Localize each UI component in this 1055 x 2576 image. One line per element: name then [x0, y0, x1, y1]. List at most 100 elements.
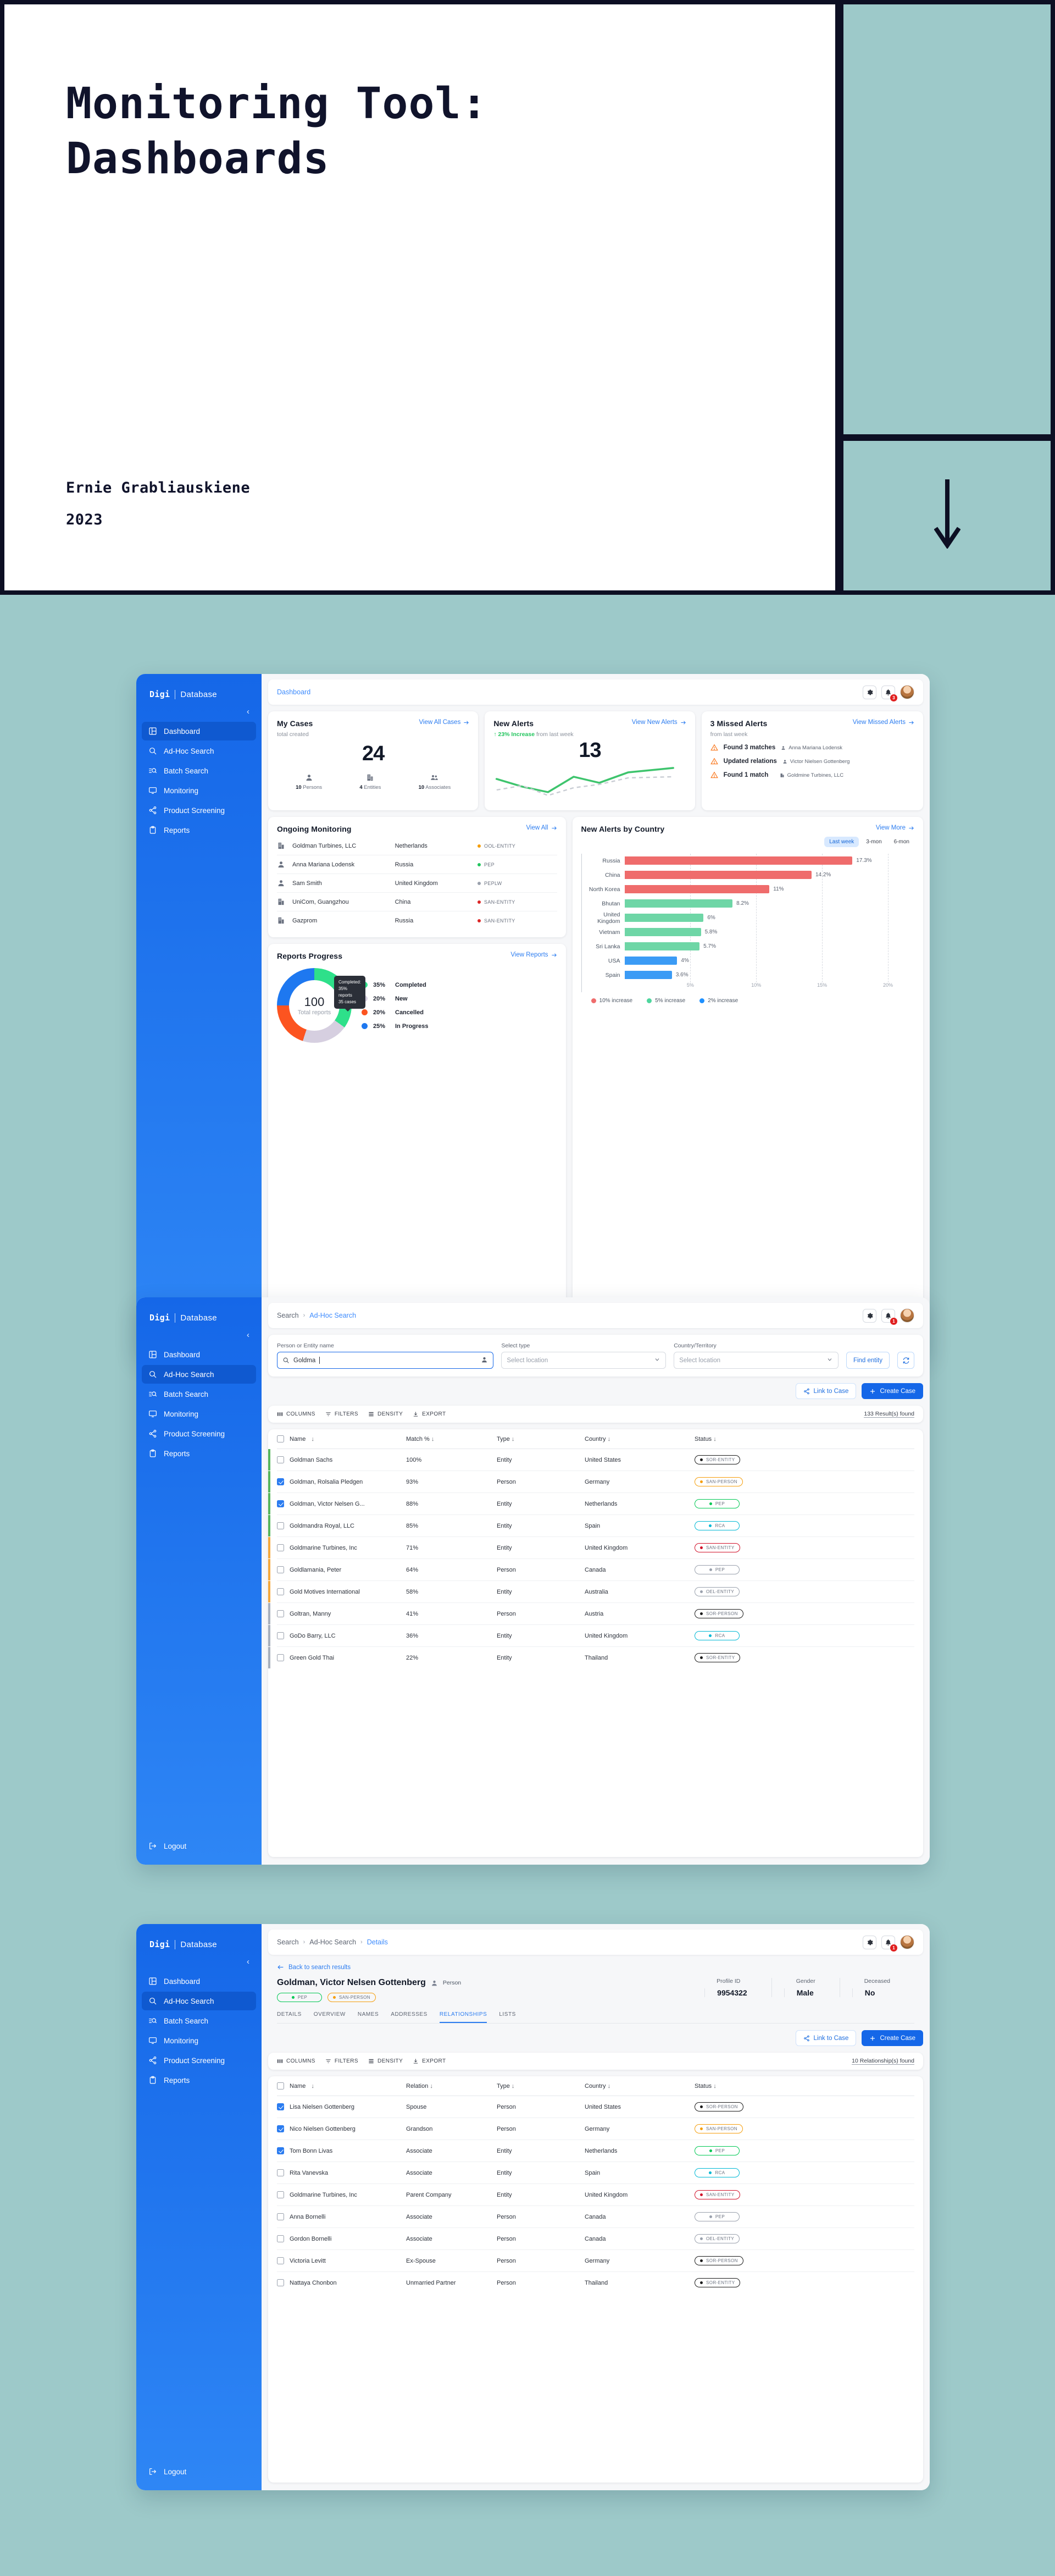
table-row[interactable]: Green Gold Thai 22% Entity Thailand SOR-ENTI…: [268, 1647, 914, 1668]
row-checkbox[interactable]: [277, 1632, 284, 1639]
reset-search-button[interactable]: [897, 1352, 915, 1369]
notifications-button[interactable]: 1: [881, 1308, 897, 1325]
export-button[interactable]: EXPORT: [413, 1411, 446, 1417]
view-all-monitoring-link[interactable]: View All: [526, 825, 557, 831]
column-header-status[interactable]: Status ↓: [695, 1435, 717, 1442]
notifications-button[interactable]: 3: [881, 685, 897, 701]
search-input[interactable]: Goldma: [277, 1352, 494, 1369]
list-item[interactable]: Gazprom Russia SAN-ENTITY: [277, 911, 557, 930]
sidebar-item-product-screening[interactable]: Product Screening: [142, 801, 256, 820]
range-option-6-mon[interactable]: 6-mon: [893, 839, 909, 845]
table-row[interactable]: Anna Bornelli Associate Person Canada PEP: [277, 2206, 914, 2228]
avatar[interactable]: [900, 685, 914, 699]
table-row[interactable]: Goldman, Rolsalia Pledgen 93% Person German…: [268, 1471, 914, 1493]
view-reports-link[interactable]: View Reports: [510, 952, 557, 958]
sidebar-item-batch-search[interactable]: Batch Search: [142, 761, 256, 780]
row-checkbox[interactable]: [277, 1544, 284, 1551]
list-item[interactable]: Sam Smith United Kingdom PEPLW: [277, 874, 557, 893]
row-checkbox[interactable]: [277, 1478, 284, 1485]
sidebar-item-batch-search[interactable]: Batch Search: [142, 2011, 256, 2030]
column-header-match[interactable]: Match % ↓: [406, 1435, 435, 1442]
type-select[interactable]: Select location: [501, 1352, 667, 1369]
list-item[interactable]: Goldman Turbines, LLC Netherlands OOL-EN…: [277, 837, 557, 855]
sidebar-item-dashboard[interactable]: Dashboard: [142, 722, 256, 740]
settings-button[interactable]: [863, 1308, 876, 1323]
filters-button[interactable]: FILTERS: [325, 1411, 358, 1417]
column-header-type[interactable]: Type ↓: [497, 1435, 515, 1442]
sidebar-item-dashboard[interactable]: Dashboard: [142, 1972, 256, 1991]
table-row[interactable]: Lisa Nielsen Gottenberg Spouse Person Unite…: [277, 2096, 914, 2118]
list-item[interactable]: Anna Mariana Lodensk Russia PEP: [277, 855, 557, 874]
row-checkbox[interactable]: [277, 2279, 284, 2286]
table-row[interactable]: Goldman, Victor Nelsen G... 88% Entity Neth…: [268, 1493, 914, 1515]
tab-relationships[interactable]: RELATIONSHIPS: [439, 2011, 487, 2023]
columns-button[interactable]: COLUMNS: [277, 1411, 315, 1417]
row-checkbox[interactable]: [277, 1500, 284, 1507]
sidebar-item-monitoring[interactable]: Monitoring: [142, 781, 256, 800]
sidebar-collapse-button[interactable]: ‹: [247, 1957, 249, 1966]
breadcrumb-item[interactable]: Search: [277, 1312, 299, 1319]
select-all-checkbox[interactable]: [277, 1435, 284, 1442]
table-row[interactable]: Goldman Sachs 100% Entity United States SOR-…: [268, 1449, 914, 1471]
view-all-cases-link[interactable]: View All Cases: [419, 719, 469, 726]
density-button[interactable]: DENSITY: [368, 1411, 403, 1417]
sidebar-item-ad-hoc-search[interactable]: Ad-Hoc Search: [142, 742, 256, 760]
table-row[interactable]: Goldmarine Turbines, Inc Parent Company En…: [277, 2184, 914, 2206]
column-header-type[interactable]: Type ↓: [497, 2082, 515, 2089]
sidebar-item-monitoring[interactable]: Monitoring: [142, 2031, 256, 2050]
column-header-status[interactable]: Status ↓: [695, 2082, 717, 2089]
view-new-alerts-link[interactable]: View New Alerts: [632, 719, 686, 726]
range-option-3-mon[interactable]: 3-mon: [866, 839, 882, 845]
list-item[interactable]: UniCom, Guangzhou China SAN-ENTITY: [277, 893, 557, 911]
column-header-name[interactable]: Name: [290, 2082, 306, 2089]
view-missed-alerts-link[interactable]: View Missed Alerts: [853, 719, 914, 726]
sidebar-item-reports[interactable]: Reports: [142, 821, 256, 839]
table-row[interactable]: Nattaya Chonbon Unmarried Partner Person Th…: [277, 2272, 914, 2293]
density-button[interactable]: DENSITY: [368, 2058, 403, 2064]
column-header-country[interactable]: Country ↓: [585, 2082, 611, 2089]
columns-button[interactable]: COLUMNS: [277, 2058, 315, 2064]
create-case-button[interactable]: Create Case: [862, 2030, 923, 2046]
find-entity-button[interactable]: Find entity: [846, 1352, 890, 1369]
breadcrumb-current[interactable]: Ad-Hoc Search: [309, 1312, 357, 1319]
sidebar-item-batch-search[interactable]: Batch Search: [142, 1385, 256, 1403]
row-checkbox[interactable]: [277, 1610, 284, 1617]
avatar[interactable]: [900, 1935, 914, 1949]
breadcrumb-item[interactable]: Ad-Hoc Search: [309, 1938, 357, 1946]
tab-lists[interactable]: LISTS: [499, 2011, 516, 2017]
sidebar-item-dashboard[interactable]: Dashboard: [142, 1345, 256, 1364]
breadcrumb-current[interactable]: Details: [367, 1938, 388, 1946]
row-checkbox[interactable]: [277, 1588, 284, 1595]
row-checkbox[interactable]: [277, 2169, 284, 2176]
tab-names[interactable]: NAMES: [357, 2011, 379, 2017]
breadcrumb-item[interactable]: Search: [277, 1938, 299, 1946]
notifications-button[interactable]: 1: [881, 1935, 897, 1952]
table-row[interactable]: Goldmandra Royal, LLC 85% Entity Spain RCA: [268, 1515, 914, 1537]
column-header-country[interactable]: Country ↓: [585, 1435, 611, 1442]
country-select[interactable]: Select location: [674, 1352, 839, 1369]
column-header-relation[interactable]: Relation ↓: [406, 2082, 433, 2089]
tab-addresses[interactable]: ADDRESSES: [391, 2011, 427, 2017]
sidebar-item-reports[interactable]: Reports: [142, 1444, 256, 1463]
row-checkbox[interactable]: [277, 1654, 284, 1661]
table-row[interactable]: Tom Bonn Livas Associate Entity Netherlands…: [277, 2140, 914, 2162]
logout-button[interactable]: Logout: [136, 1842, 262, 1865]
settings-button[interactable]: [863, 1935, 876, 1949]
tab-details[interactable]: DETAILS: [277, 2011, 302, 2017]
sidebar-item-reports[interactable]: Reports: [142, 2071, 256, 2089]
select-all-header[interactable]: Name ↓: [277, 1429, 406, 1449]
table-row[interactable]: Gordon Bornelli Associate Person Canada OEL-…: [277, 2228, 914, 2250]
row-checkbox[interactable]: [277, 2257, 284, 2264]
avatar[interactable]: [900, 1308, 914, 1323]
table-row[interactable]: Goldmarine Turbines, Inc 71% Entity United …: [268, 1537, 914, 1559]
link-to-case-button[interactable]: Link to Case: [795, 1383, 857, 1399]
sidebar-collapse-button[interactable]: ‹: [247, 707, 249, 716]
row-checkbox[interactable]: [277, 2125, 284, 2132]
table-row[interactable]: Gold Motives International 58% Entity Austr…: [268, 1581, 914, 1603]
sidebar-item-product-screening[interactable]: Product Screening: [142, 2051, 256, 2070]
row-checkbox[interactable]: [277, 2235, 284, 2242]
row-checkbox[interactable]: [277, 1566, 284, 1573]
create-case-button[interactable]: Create Case: [862, 1383, 923, 1399]
select-all-header[interactable]: Name ↓: [277, 2076, 406, 2096]
row-checkbox[interactable]: [277, 2103, 284, 2110]
